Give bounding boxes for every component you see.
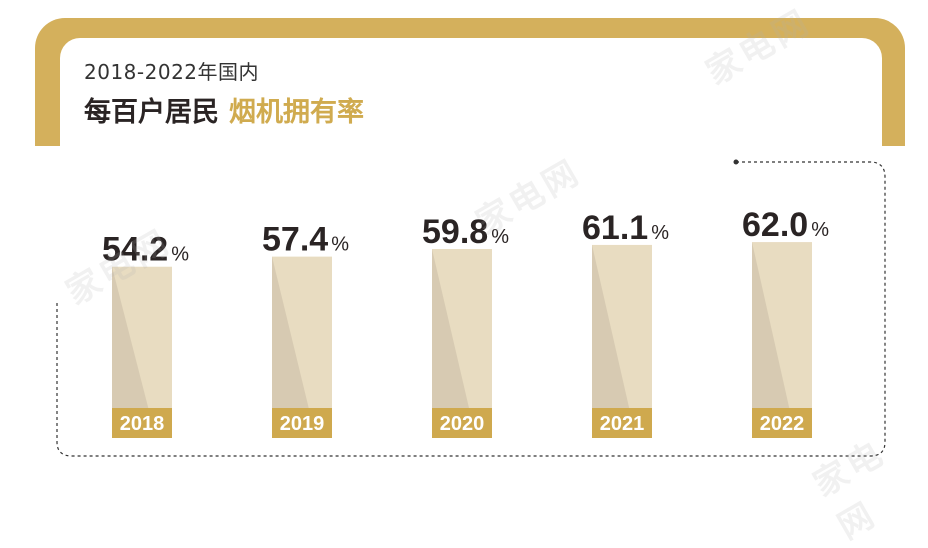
year-label: 2019 [280, 413, 325, 435]
dashed-outline [56, 161, 886, 457]
value-unit: % [651, 222, 669, 244]
year-label-bg [752, 408, 812, 438]
value-label: 62.0% [742, 206, 829, 244]
value-unit: % [811, 219, 829, 241]
bar-chart: 2018 54.2 % 2019 57.4 % 2020 59.8 % 2021 61.1 % 2022… [102, 206, 829, 438]
value-unit: % [331, 234, 349, 256]
year-label: 2020 [440, 413, 485, 435]
year-label-bg [432, 408, 492, 438]
value-label: 57.4% [262, 221, 349, 259]
year-label: 2018 [120, 413, 165, 435]
chart-subtitle: 2018-2022年国内 [84, 60, 260, 84]
chart-title-main: 每百户居民 [84, 97, 219, 128]
bar-shadow [432, 249, 476, 438]
bar-shadow [112, 266, 156, 438]
value-unit: % [491, 226, 509, 248]
bar-shadow [752, 242, 796, 438]
year-label-bg [112, 408, 172, 438]
year-label-bg [592, 408, 652, 438]
value-label: 54.2% [102, 231, 189, 269]
bar-shadow [592, 244, 636, 438]
value-label: 59.8% [422, 213, 509, 251]
year-label: 2022 [760, 413, 805, 435]
value-unit: % [171, 244, 189, 266]
chart-title: 每百户居民 烟机拥有率 [84, 90, 364, 129]
dashed-outline-dot [733, 159, 739, 165]
value-label: 61.1% [582, 209, 669, 247]
year-label: 2021 [600, 413, 645, 435]
chart-title-highlight: 烟机拥有率 [229, 97, 364, 128]
year-label-bg [272, 408, 332, 438]
bar-shadow [272, 256, 316, 438]
